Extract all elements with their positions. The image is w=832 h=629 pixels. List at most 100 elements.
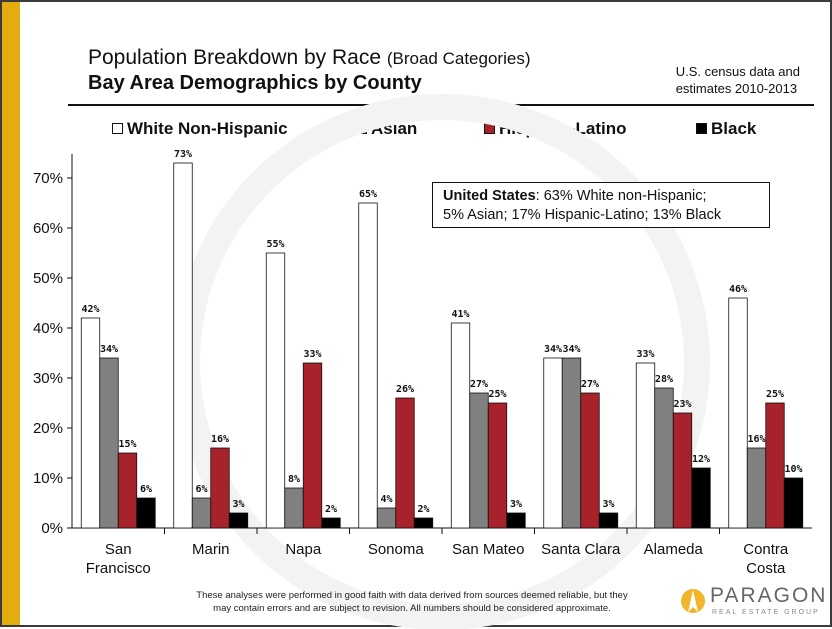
bar [321, 517, 341, 529]
legend-label-white: White Non-Hispanic [127, 119, 288, 138]
chart-title-main: Population Breakdown by Race [88, 46, 382, 69]
y-tick-label: 40% [33, 320, 63, 337]
bar [117, 452, 138, 529]
y-tick-label: 30% [33, 370, 63, 387]
y-tick-label: 70% [33, 170, 63, 187]
bar [487, 402, 508, 529]
bar [746, 447, 767, 529]
bar [635, 362, 656, 529]
accent-bar [2, 2, 20, 625]
data-label: 46% [729, 284, 747, 295]
data-label: 28% [655, 374, 673, 385]
data-label: 6% [140, 484, 152, 495]
data-label: 55% [266, 239, 284, 250]
source-line-1: U.S. census data and [675, 64, 800, 79]
data-label: 16% [211, 434, 229, 445]
bar [506, 512, 526, 529]
category-label: Napa [285, 541, 322, 558]
category-label: San [105, 541, 132, 558]
us-comparison-callout: United States: 63% White non-Hispanic; 5… [432, 182, 770, 228]
bar [450, 322, 471, 529]
bar [99, 357, 119, 529]
callout-bold: United States [443, 188, 536, 204]
bar [228, 512, 249, 529]
bar [191, 497, 212, 529]
bar [358, 202, 378, 529]
disclaimer-line-1: These analyses were performed in good fa… [196, 590, 628, 601]
data-label: 15% [118, 439, 136, 450]
data-label: 42% [81, 304, 99, 315]
data-label: 4% [380, 494, 392, 505]
disclaimer-line-2: may contain errors and are subject to re… [213, 603, 611, 614]
category-label: Costa [746, 560, 786, 577]
data-label: 34% [100, 344, 118, 355]
category-label: Alameda [644, 541, 704, 558]
y-tick-label: 10% [33, 470, 63, 487]
bar [654, 387, 674, 529]
logo-tagline: REAL ESTATE GROUP [712, 609, 820, 616]
callout-line-2: 5% Asian; 17% Hispanic-Latino; 13% Black [443, 207, 722, 223]
category-label: Francisco [86, 560, 151, 577]
data-label: 12% [692, 454, 710, 465]
category-label: Marin [192, 541, 230, 558]
data-label: 33% [636, 349, 654, 360]
data-label: 2% [417, 504, 429, 515]
bar [543, 357, 563, 529]
bar [783, 477, 804, 529]
bar [728, 297, 748, 529]
bar [691, 467, 711, 529]
legend-label-black: Black [711, 119, 757, 138]
data-label: 34% [562, 344, 580, 355]
bar [376, 507, 397, 529]
bar [173, 162, 193, 529]
category-label: Santa Clara [541, 541, 621, 558]
bar [598, 512, 619, 529]
data-label: 26% [396, 384, 414, 395]
data-label: 23% [673, 399, 691, 410]
data-label: 3% [232, 499, 244, 510]
category-label: Contra [743, 541, 789, 558]
logo-name: PARAGON [710, 584, 828, 607]
callout-line-1: United States: 63% White non-Hispanic; [443, 187, 769, 206]
bar [561, 357, 582, 529]
data-label: 41% [451, 309, 469, 320]
category-label: Sonoma [368, 541, 425, 558]
data-label: 16% [747, 434, 765, 445]
data-label: 25% [766, 389, 784, 400]
data-label: 73% [174, 149, 192, 160]
legend-swatch-black [696, 123, 707, 134]
source-note: U.S. census data and estimates 2010-2013 [676, 63, 800, 97]
data-label: 3% [602, 499, 614, 510]
category-label: San Mateo [452, 541, 525, 558]
bar [210, 447, 230, 529]
bar [580, 392, 600, 529]
bar [284, 487, 304, 529]
bar [136, 497, 156, 529]
y-tick-label: 0% [41, 520, 63, 537]
y-tick-label: 50% [33, 270, 63, 287]
bar [265, 252, 286, 529]
bar [413, 517, 434, 529]
callout-line-1-rest: : 63% White non-Hispanic; [535, 188, 707, 204]
data-label: 3% [510, 499, 522, 510]
bar [672, 412, 693, 529]
data-label: 27% [470, 379, 488, 390]
data-label: 10% [784, 464, 802, 475]
bar [80, 317, 101, 529]
data-label: 25% [488, 389, 506, 400]
data-label: 27% [581, 379, 599, 390]
paragon-logo-mark [681, 589, 705, 613]
paragon-logo: PARAGON REAL ESTATE GROUP [674, 584, 832, 622]
chart-title: Population Breakdown by Race (Broad Cate… [88, 46, 530, 70]
y-tick-label: 20% [33, 420, 63, 437]
legend-swatch-white [112, 123, 123, 134]
disclaimer: These analyses were performed in good fa… [172, 589, 652, 615]
data-label: 8% [288, 474, 300, 485]
chart-subtitle: Bay Area Demographics by County [88, 72, 422, 94]
data-label: 34% [544, 344, 562, 355]
data-label: 6% [195, 484, 207, 495]
data-label: 33% [303, 349, 321, 360]
bar [469, 392, 489, 529]
